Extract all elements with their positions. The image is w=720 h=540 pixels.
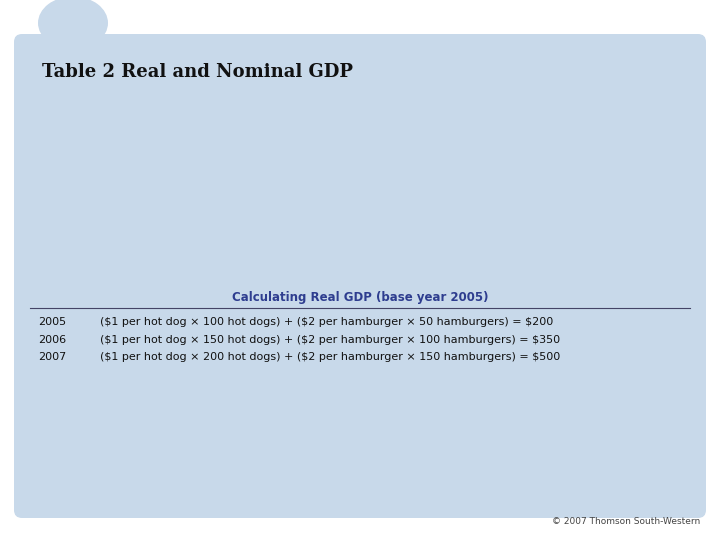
Text: 2007: 2007 <box>38 352 66 362</box>
Text: ($1 per hot dog × 200 hot dogs) + ($2 per hamburger × 150 hamburgers) = $500: ($1 per hot dog × 200 hot dogs) + ($2 pe… <box>100 352 560 362</box>
Text: Calculating Real GDP (base year 2005): Calculating Real GDP (base year 2005) <box>232 292 488 305</box>
Text: © 2007 Thomson South-Western: © 2007 Thomson South-Western <box>552 517 700 526</box>
Ellipse shape <box>38 0 108 50</box>
Text: 2005: 2005 <box>38 317 66 327</box>
FancyBboxPatch shape <box>14 34 706 518</box>
Text: ($1 per hot dog × 150 hot dogs) + ($2 per hamburger × 100 hamburgers) = $350: ($1 per hot dog × 150 hot dogs) + ($2 pe… <box>100 335 560 345</box>
Text: ($1 per hot dog × 100 hot dogs) + ($2 per hamburger × 50 hamburgers) = $200: ($1 per hot dog × 100 hot dogs) + ($2 pe… <box>100 317 553 327</box>
Text: Table 2 Real and Nominal GDP: Table 2 Real and Nominal GDP <box>42 63 353 81</box>
Text: 2006: 2006 <box>38 335 66 345</box>
